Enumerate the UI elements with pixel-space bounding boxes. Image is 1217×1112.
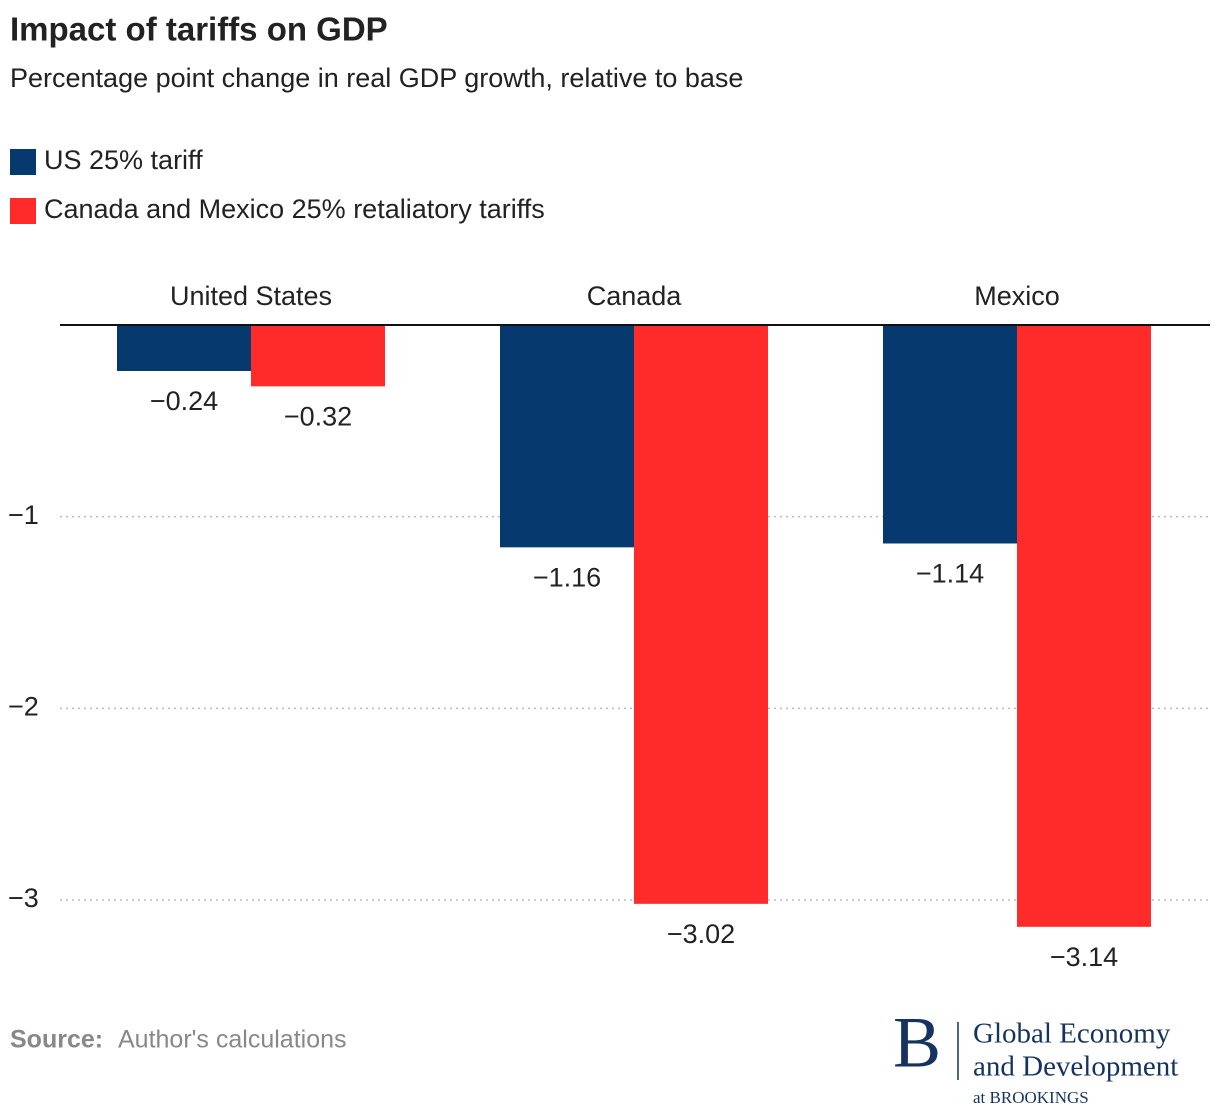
- x-tick-label: Mexico: [974, 281, 1060, 311]
- bar: [251, 325, 385, 387]
- bar: [500, 325, 634, 548]
- legend-swatch: [10, 149, 36, 175]
- x-tick-label: Canada: [587, 281, 683, 311]
- logo-mark: B: [893, 1003, 941, 1083]
- data-label: −3.14: [1050, 942, 1118, 972]
- data-label: −0.24: [150, 386, 218, 416]
- y-tick-label: −2: [8, 691, 39, 721]
- legend-label: Canada and Mexico 25% retaliatory tariff…: [44, 194, 545, 224]
- data-label: −1.16: [533, 562, 601, 592]
- source-label: Source:: [10, 1026, 103, 1054]
- data-label: −0.32: [284, 401, 352, 431]
- data-label: −3.02: [667, 919, 735, 949]
- bar: [883, 325, 1017, 544]
- legend-label: US 25% tariff: [44, 145, 203, 175]
- logo-line: Global Economy: [973, 1018, 1171, 1050]
- data-label: −1.14: [916, 559, 984, 589]
- legend-swatch: [10, 198, 36, 224]
- bar: [1017, 325, 1151, 927]
- chart-subtitle: Percentage point change in real GDP grow…: [10, 63, 743, 93]
- logo-line: and Development: [973, 1051, 1178, 1083]
- bar: [117, 325, 251, 371]
- y-tick-label: −3: [8, 883, 39, 913]
- x-tick-label: United States: [170, 281, 332, 311]
- y-tick-label: −1: [8, 500, 39, 530]
- chart-title: Impact of tariffs on GDP: [10, 11, 388, 48]
- source-text: Author's calculations: [118, 1026, 347, 1054]
- logo-line: at BROOKINGS: [973, 1088, 1089, 1107]
- bar: [634, 325, 768, 904]
